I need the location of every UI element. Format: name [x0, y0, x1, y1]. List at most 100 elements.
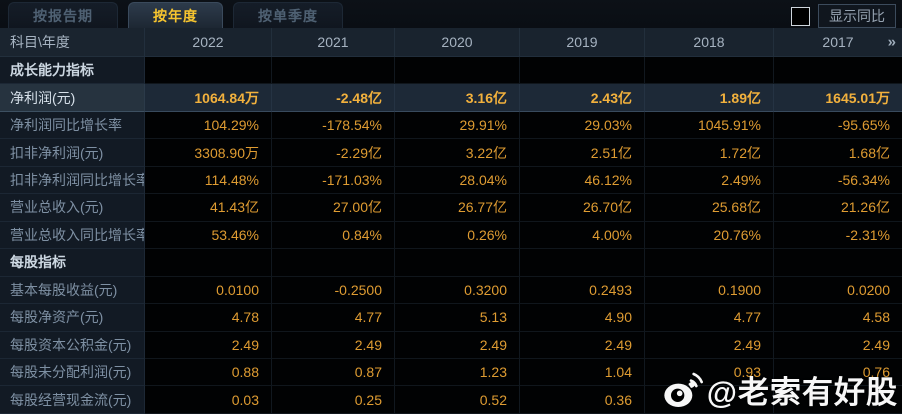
value-cell-2017: 1645.01万: [774, 84, 902, 112]
value-cell-2020: 3.22亿: [395, 139, 520, 167]
value-cell-2022: 0.0100: [145, 276, 272, 305]
value-cell-2021: 0.87: [272, 358, 395, 387]
value-cell-2021: [272, 57, 395, 85]
row-label: 净利润(元): [0, 84, 145, 112]
row-label: 每股经营现金流(元): [0, 386, 145, 414]
row-label: 基本每股收益(元): [0, 276, 145, 305]
value-cell-2021: 4.77: [272, 304, 395, 332]
value-cell-2022: 1064.84万: [145, 84, 272, 112]
value-cell-2022: [145, 249, 272, 277]
row-label: 每股未分配利润(元): [0, 358, 145, 387]
value-cell-2017: 1.68亿: [774, 139, 902, 167]
value-cell-2019: 2.49: [520, 331, 645, 359]
period-tabbar: 按报告期 按年度 按单季度 显示同比: [0, 0, 902, 28]
year-header-2018: 2018: [645, 28, 774, 57]
indicators-table: 科目\年度 2022 2021 2020 2019 2018 2017» 成长能力指标 净利…: [0, 28, 902, 414]
value-cell-2020: 0.3200: [395, 276, 520, 305]
value-cell-2022: 4.78: [145, 304, 272, 332]
value-cell-2019: 4.90: [520, 304, 645, 332]
value-cell-2021: -178.54%: [272, 111, 395, 140]
value-cell-2022: 0.03: [145, 386, 272, 414]
table-row: 净利润(元) 1064.84万 -2.48亿 3.16亿 2.43亿 1.89亿 1645.…: [0, 84, 902, 112]
value-cell-2022: 53.46%: [145, 221, 272, 250]
value-cell-2019: 2.43亿: [520, 84, 645, 112]
value-cell-2017: -56.34%: [774, 166, 902, 195]
value-cell-2020: 26.77亿: [395, 194, 520, 222]
value-cell-2022: 114.48%: [145, 166, 272, 195]
row-label: 每股净资产(元): [0, 304, 145, 332]
value-cell-2021: 0.25: [272, 386, 395, 414]
value-cell-2021: -0.2500: [272, 276, 395, 305]
table-row: 扣非净利润同比增长率 114.48% -171.03% 28.04% 46.12% 2.4…: [0, 166, 902, 195]
value-cell-2017: 2.49: [774, 331, 902, 359]
value-cell-2020: 2.49: [395, 331, 520, 359]
value-cell-2018: 0.1900: [645, 276, 774, 305]
value-cell-2017: 4.58: [774, 304, 902, 332]
show-yoy-control: 显示同比: [791, 4, 896, 28]
value-cell-2018: 4.77: [645, 304, 774, 332]
value-cell-2022: [145, 57, 272, 85]
value-cell-2020: [395, 57, 520, 85]
value-cell-2021: [272, 249, 395, 277]
value-cell-2019: 1.04: [520, 358, 645, 387]
value-cell-2019: 0.36: [520, 386, 645, 414]
year-header-2021: 2021: [272, 28, 395, 57]
value-cell-2017: [774, 386, 902, 414]
value-cell-2022: 3308.90万: [145, 139, 272, 167]
table-row: 扣非净利润(元) 3308.90万 -2.29亿 3.22亿 2.51亿 1.72亿 1.6…: [0, 139, 902, 167]
value-cell-2019: 26.70亿: [520, 194, 645, 222]
more-columns-icon[interactable]: »: [887, 33, 896, 51]
value-cell-2019: [520, 249, 645, 277]
row-label: 成长能力指标: [0, 57, 145, 85]
value-cell-2021: 2.49: [272, 331, 395, 359]
value-cell-2020: 0.26%: [395, 221, 520, 250]
value-cell-2018: [645, 57, 774, 85]
value-cell-2017: [774, 57, 902, 85]
year-header-2019: 2019: [520, 28, 645, 57]
corner-header-cell: 科目\年度: [0, 28, 145, 57]
value-cell-2021: 0.84%: [272, 221, 395, 250]
year-header-2022: 2022: [145, 28, 272, 57]
tab-2[interactable]: 按单季度: [233, 2, 343, 28]
value-cell-2020: 28.04%: [395, 166, 520, 195]
value-cell-2018: 2.49: [645, 331, 774, 359]
value-cell-2018: 1045.91%: [645, 111, 774, 140]
value-cell-2021: -2.48亿: [272, 84, 395, 112]
value-cell-2020: 29.91%: [395, 111, 520, 140]
value-cell-2021: -171.03%: [272, 166, 395, 195]
row-label: 净利润同比增长率: [0, 111, 145, 140]
value-cell-2018: 20.76%: [645, 221, 774, 250]
row-label: 每股指标: [0, 249, 145, 277]
table-body: 成长能力指标 净利润(元) 1064.84万 -2.48亿 3.16亿 2.43亿 1.89…: [0, 57, 902, 414]
value-cell-2017: [774, 249, 902, 277]
value-cell-2022: 2.49: [145, 331, 272, 359]
value-cell-2018: [645, 386, 774, 414]
value-cell-2020: 5.13: [395, 304, 520, 332]
show-yoy-label[interactable]: 显示同比: [818, 4, 896, 28]
value-cell-2019: 46.12%: [520, 166, 645, 195]
value-cell-2019: 0.2493: [520, 276, 645, 305]
tab-0[interactable]: 按报告期: [8, 2, 118, 28]
table-row: 净利润同比增长率 104.29% -178.54% 29.91% 29.03% 1045.…: [0, 111, 902, 140]
show-yoy-checkbox[interactable]: [791, 6, 810, 26]
row-label: 营业总收入(元): [0, 194, 145, 222]
value-cell-2019: [520, 57, 645, 85]
table-row: 每股经营现金流(元) 0.03 0.25 0.52 0.36: [0, 386, 902, 414]
value-cell-2017: 0.0200: [774, 276, 902, 305]
value-cell-2017: -95.65%: [774, 111, 902, 140]
row-label: 营业总收入同比增长率: [0, 221, 145, 250]
value-cell-2020: 0.52: [395, 386, 520, 414]
year-header-2017: 2017»: [774, 28, 902, 57]
value-cell-2018: 25.68亿: [645, 194, 774, 222]
value-cell-2022: 104.29%: [145, 111, 272, 140]
value-cell-2022: 41.43亿: [145, 194, 272, 222]
row-label: 扣非净利润(元): [0, 139, 145, 167]
table-row: 每股资本公积金(元) 2.49 2.49 2.49 2.49 2.49 2.49: [0, 331, 902, 359]
table-header-row: 科目\年度 2022 2021 2020 2019 2018 2017»: [0, 28, 902, 57]
tab-1[interactable]: 按年度: [128, 2, 223, 28]
value-cell-2018: [645, 249, 774, 277]
section-row: 成长能力指标: [0, 57, 902, 85]
value-cell-2020: [395, 249, 520, 277]
value-cell-2019: 29.03%: [520, 111, 645, 140]
value-cell-2021: -2.29亿: [272, 139, 395, 167]
